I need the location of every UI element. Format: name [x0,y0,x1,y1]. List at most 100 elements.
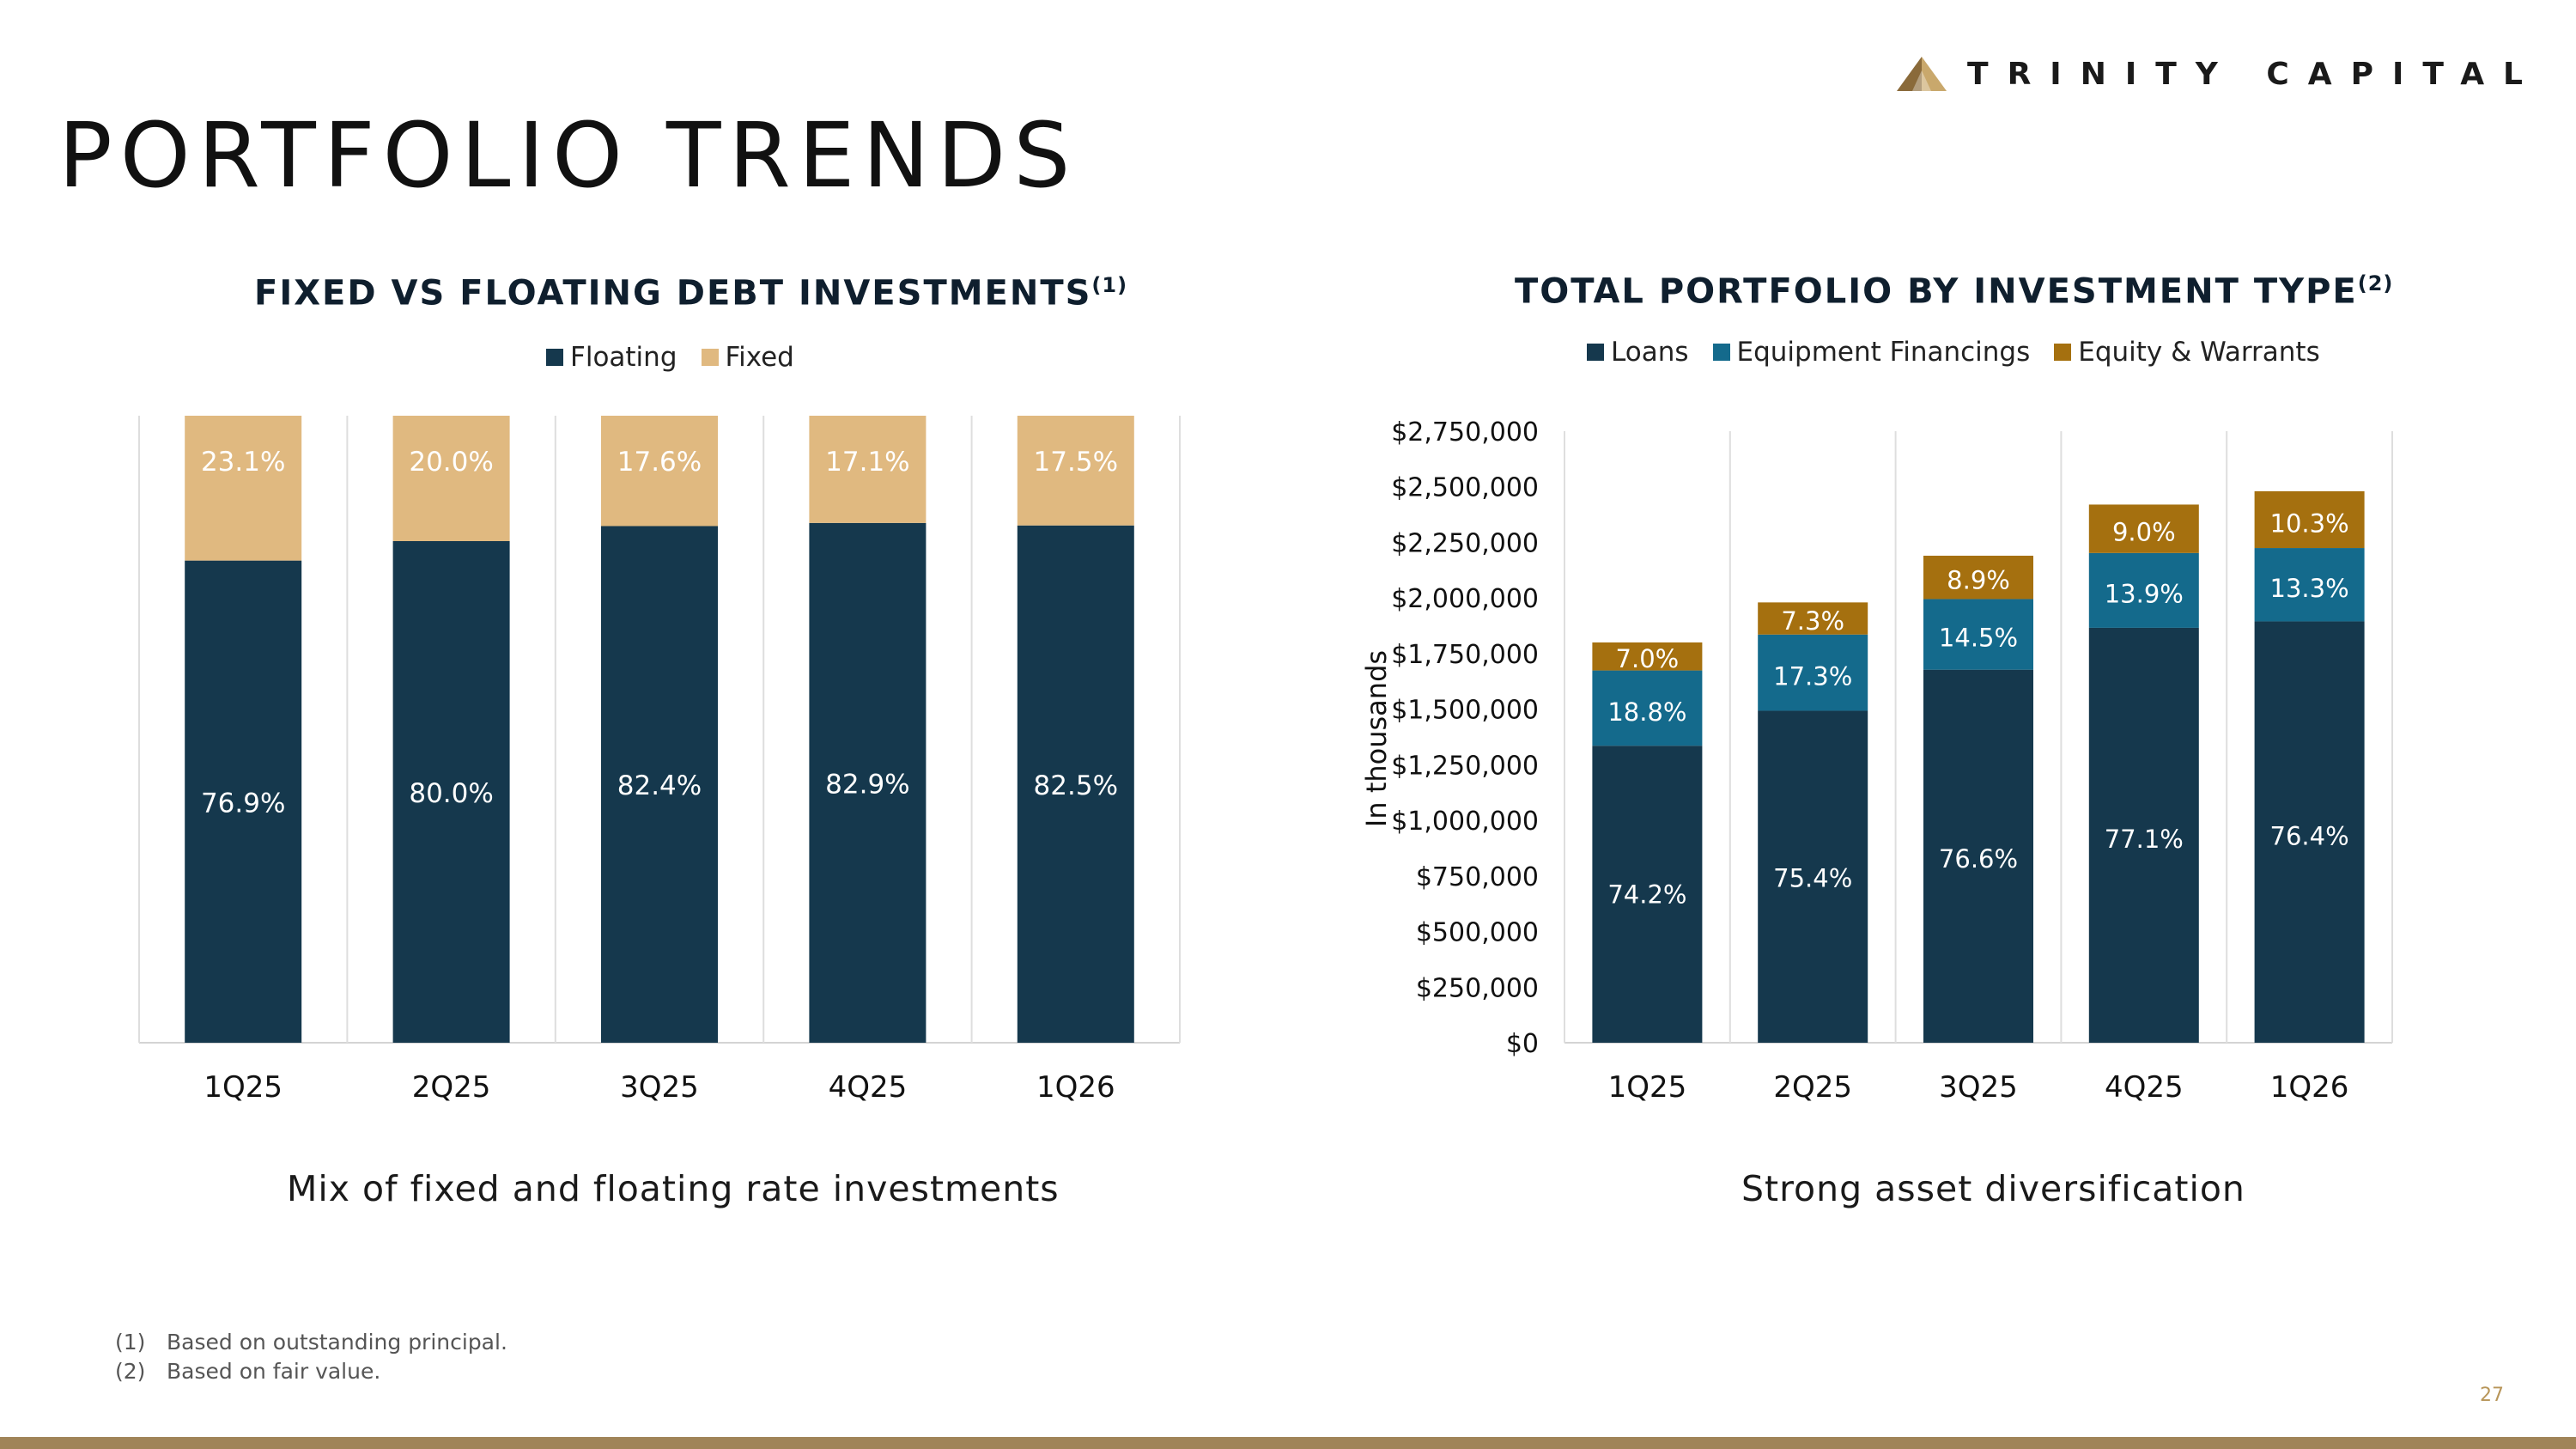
right-bar-segment [1923,599,2033,670]
right-data-label: 14.5% [1939,624,2018,653]
left-x-tick-label: 1Q26 [1036,1070,1115,1105]
left-chart-caption: Mix of fixed and floating rate investmen… [287,1168,1060,1209]
trinity-triangle-logo-icon [1897,57,1947,91]
right-x-tick-label: 2Q25 [1773,1070,1852,1105]
right-x-tick-label: 3Q25 [1939,1070,2018,1105]
bottom-accent-bar [0,1437,2576,1449]
left-legend-label: Fixed [725,342,794,373]
right-bar-segment [2088,627,2199,1043]
right-stacked-bar-chart: $0 $250,000 $500,000 $750,000 $1,000,000 $1,2… [1360,417,2393,1105]
right-y-tick-label: $250,000 [1416,973,1539,1003]
left-legend-label: Floating [570,342,677,373]
brand-logo: TRINITY CAPITAL [1895,48,2542,100]
page-title: PORTFOLIO TRENDS [58,103,1078,208]
right-data-label: 13.9% [2105,580,2184,609]
right-data-label: 9.0% [2112,517,2176,546]
right-legend-swatch [1587,344,1604,361]
right-bar-segment [2254,621,2365,1043]
left-chart-title-note: (1) [1091,273,1128,297]
right-data-label: 74.2% [1607,880,1686,909]
left-bar-fixed [809,416,927,523]
right-data-label: 18.8% [1607,697,1686,727]
right-y-tick-label: $2,000,000 [1391,584,1539,614]
right-y-tick-label: $0 [1506,1029,1539,1059]
left-data-label: 82.5% [1034,770,1118,801]
left-legend-swatch [546,349,563,366]
left-bar-floating [601,526,718,1043]
left-x-tick-label: 1Q25 [204,1070,283,1105]
left-bar-floating [1017,525,1134,1043]
left-bar-fixed [392,416,510,541]
right-chart-title: TOTAL PORTFOLIO BY INVESTMENT TYPE(2) [1515,271,2393,311]
right-y-tick-label: $1,500,000 [1391,696,1539,726]
left-data-label: 76.9% [201,788,285,819]
right-bar-segment [1923,669,2033,1043]
left-chart-title-text: FIXED VS FLOATING DEBT INVESTMENTS [254,273,1092,314]
right-y-tick-label: $1,750,000 [1391,640,1539,670]
left-data-label: 20.0% [409,447,493,478]
right-legend-label: Equipment Financings [1736,337,2031,368]
right-chart-legend: Loans Equipment Financings Equity & Warran… [1587,337,2344,368]
left-data-label: 17.6% [617,447,702,478]
left-chart-title: FIXED VS FLOATING DEBT INVESTMENTS(1) [254,273,1127,313]
right-bar-segment [2088,504,2199,553]
left-legend-item: Floating [546,342,677,373]
right-chart-title-note: (2) [2357,271,2394,295]
left-bar-floating [392,541,510,1043]
left-x-tick-label: 2Q25 [412,1070,491,1105]
right-bar-segment [1592,670,1703,746]
left-x-tick-label: 4Q25 [829,1070,908,1105]
right-legend-item: Loans [1587,337,1689,368]
right-bar-segment [2088,552,2199,628]
right-legend-item: Equity & Warrants [2054,337,2320,368]
right-bar-segment [1758,602,1868,635]
right-legend-swatch [1712,344,1730,361]
left-data-label: 17.5% [1034,447,1118,478]
right-y-axis-label: In thousands [1360,650,1393,827]
right-bar-segment [1592,746,1703,1043]
right-legend-swatch [2054,344,2072,361]
brand-name: TRINITY CAPITAL [1967,56,2542,92]
right-y-tick-label: $1,250,000 [1391,751,1539,781]
left-bar-fixed [601,416,718,527]
left-bar-fixed [185,416,302,561]
left-data-label: 82.4% [617,770,702,801]
footnotes: (1) Based on outstanding principal. (2) Ba… [115,1328,507,1386]
footnote-1: (1) Based on outstanding principal. [115,1330,507,1355]
right-data-label: 13.3% [2270,574,2349,603]
right-bar-segment [1923,555,2033,600]
page-number: 27 [2480,1385,2504,1406]
right-data-label: 17.3% [1773,662,1852,691]
right-y-tick-label: $500,000 [1416,918,1539,948]
right-x-tick-label: 4Q25 [2105,1070,2184,1105]
right-data-label: 7.3% [1781,606,1844,636]
right-x-tick-label: 1Q26 [2270,1070,2349,1105]
right-bar-segment [2254,548,2365,622]
right-data-label: 76.6% [1939,844,2018,874]
footnote-2: (2) Based on fair value. [115,1359,381,1384]
left-bar-floating [185,560,302,1043]
left-data-label: 17.1% [825,447,909,478]
right-chart-title-text: TOTAL PORTFOLIO BY INVESTMENT TYPE [1515,271,2358,312]
left-data-label: 82.9% [825,769,909,800]
right-bar-segment [1758,710,1868,1043]
right-legend-label: Equity & Warrants [2078,337,2320,368]
right-data-label: 7.0% [1616,644,1680,673]
left-legend-swatch [701,349,719,366]
right-bar-segment [1592,642,1703,671]
right-data-label: 75.4% [1773,863,1852,892]
right-bar-segment [2254,490,2365,549]
right-legend-item: Equipment Financings [1712,337,2031,368]
left-data-label: 80.0% [409,778,493,809]
right-legend-label: Loans [1611,337,1689,368]
right-y-tick-label: $2,500,000 [1391,473,1539,503]
left-x-tick-label: 3Q25 [620,1070,699,1105]
right-data-label: 8.9% [1947,566,2010,595]
left-data-label: 23.1% [201,447,285,478]
right-y-tick-label: $2,750,000 [1391,417,1539,447]
left-chart-legend: Floating Fixed [546,342,818,373]
right-data-label: 77.1% [2105,825,2184,854]
right-x-tick-label: 1Q25 [1608,1070,1687,1105]
left-stacked-bar-chart: 76.9% 23.1% 1Q25 80.0% 20.0% 2Q25 82.4% 17.6% 3Q… [138,416,1181,1105]
